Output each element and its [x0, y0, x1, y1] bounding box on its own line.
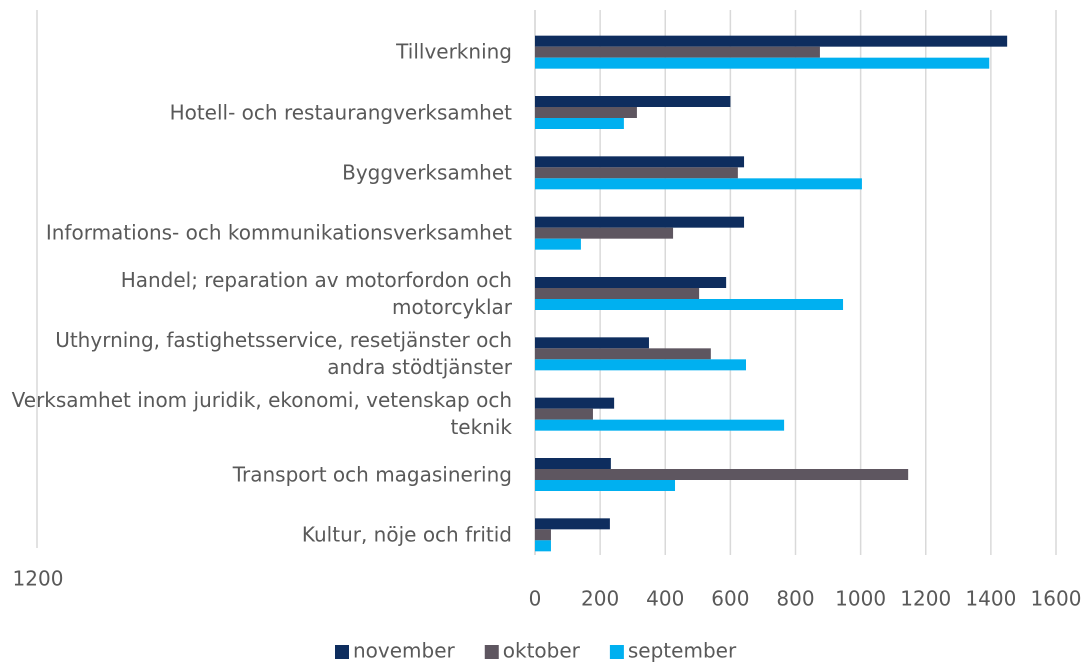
bar	[535, 35, 1008, 47]
bar	[535, 408, 593, 420]
y-tick-label: Hotell- och restaurangverksamhet	[169, 100, 512, 124]
x-tick-label: 0	[529, 587, 542, 611]
legend-label: oktober	[503, 639, 581, 663]
y-tick-label: Handel; reparation av motorfordon och mo…	[120, 267, 512, 319]
bar	[535, 469, 909, 480]
bar	[535, 96, 731, 107]
x-tick-label: 200	[581, 587, 619, 611]
x-tick-label: 1400	[965, 587, 1016, 611]
legend-swatch	[335, 645, 349, 659]
y-tick-label: Byggverksamhet	[342, 160, 512, 185]
x-tick-label: 1000	[835, 587, 886, 611]
bar	[535, 419, 785, 431]
legend-label: september	[628, 639, 737, 663]
bar	[535, 480, 676, 491]
bar	[535, 178, 862, 190]
bar	[535, 107, 637, 118]
bar	[535, 238, 581, 250]
bar	[535, 518, 610, 530]
bar	[535, 458, 611, 469]
x-tick-label: 800	[776, 587, 814, 611]
y-tick-label: Verksamhet inom juridik, ekonomi, vetens…	[11, 388, 512, 440]
bar	[535, 288, 700, 299]
legend-swatch	[484, 645, 499, 659]
bar	[535, 277, 727, 288]
x-tick-label: 400	[646, 587, 684, 611]
x-tick-label: 1200	[900, 587, 951, 611]
legend-swatch	[609, 645, 624, 659]
bar	[535, 57, 990, 69]
bar	[535, 46, 820, 58]
y-tick-label: Informations- och kommunikationsverksamh…	[45, 220, 512, 245]
x-tick-label: 600	[711, 587, 749, 611]
bar	[535, 167, 738, 179]
bar	[535, 540, 551, 552]
annotation: 1200	[13, 567, 64, 591]
bar	[535, 337, 649, 349]
legend-label: november	[353, 639, 456, 663]
bar	[535, 216, 745, 228]
y-tick-label: Transport och magasinering	[232, 462, 512, 486]
bar	[535, 118, 624, 129]
y-tick-label: Kultur, nöje och fritid	[301, 522, 512, 547]
bar	[535, 227, 674, 239]
bar	[535, 359, 747, 371]
bar	[535, 156, 745, 168]
x-tick-label: 1600	[1031, 587, 1082, 611]
bar	[535, 348, 711, 360]
bar	[535, 299, 844, 310]
y-tick-label: Uthyrning, fastighetsservice, resetjänst…	[55, 327, 512, 379]
bar	[535, 397, 615, 409]
y-tick-label: Tillverkning	[396, 39, 512, 64]
bar	[535, 529, 551, 541]
